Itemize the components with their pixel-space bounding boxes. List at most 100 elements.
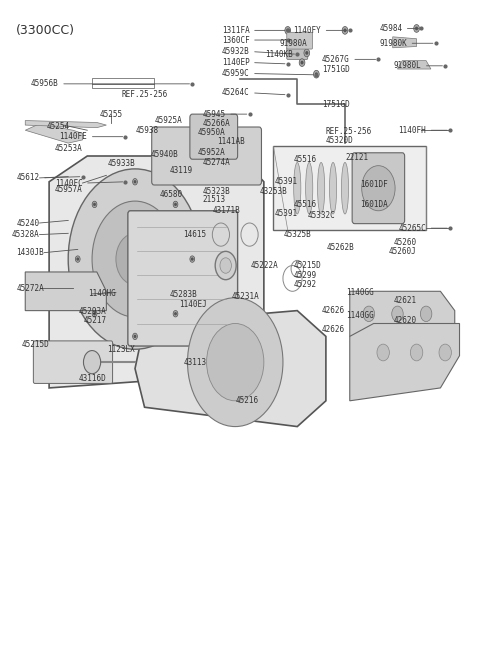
Ellipse shape: [318, 162, 324, 214]
Bar: [92, 78, 154, 88]
Text: 45231A: 45231A: [231, 292, 259, 301]
Ellipse shape: [294, 162, 301, 214]
Ellipse shape: [329, 162, 336, 214]
Text: 21513: 21513: [203, 195, 226, 204]
Circle shape: [132, 333, 137, 340]
Text: 45274A: 45274A: [203, 158, 230, 167]
Polygon shape: [49, 156, 264, 388]
Text: REF.25-256: REF.25-256: [121, 91, 168, 99]
Text: 43116D: 43116D: [79, 374, 107, 383]
Text: 43171B: 43171B: [212, 206, 240, 215]
Text: 45265C: 45265C: [398, 224, 426, 233]
Text: 45266A: 45266A: [203, 119, 230, 128]
Text: 45612: 45612: [16, 173, 39, 182]
Ellipse shape: [341, 162, 348, 214]
Circle shape: [92, 201, 97, 208]
Text: 45952A: 45952A: [198, 148, 226, 157]
Text: 1140HG: 1140HG: [88, 289, 116, 298]
Text: 1140FH: 1140FH: [398, 126, 426, 135]
Text: 42626: 42626: [322, 325, 345, 334]
Circle shape: [416, 27, 418, 30]
FancyBboxPatch shape: [287, 32, 312, 49]
Text: 1140EP: 1140EP: [222, 58, 250, 67]
Text: 45272A: 45272A: [17, 283, 44, 292]
Text: 1360CF: 1360CF: [222, 36, 250, 45]
Text: 45940B: 45940B: [150, 149, 178, 159]
Text: 45260: 45260: [394, 239, 417, 247]
Text: 45391: 45391: [274, 177, 297, 186]
Circle shape: [188, 298, 283, 426]
Circle shape: [94, 313, 95, 314]
Circle shape: [84, 351, 101, 374]
Text: 42621: 42621: [394, 296, 417, 305]
Text: 45984: 45984: [379, 24, 402, 33]
Circle shape: [175, 313, 176, 314]
Text: 45293A: 45293A: [79, 307, 107, 316]
FancyBboxPatch shape: [190, 114, 238, 159]
Text: 45260J: 45260J: [389, 247, 417, 256]
Text: 45950A: 45950A: [198, 127, 226, 137]
Text: 1140GG: 1140GG: [346, 288, 373, 297]
Text: 45391: 45391: [274, 210, 297, 219]
Circle shape: [75, 256, 80, 262]
Text: 45254: 45254: [47, 122, 70, 131]
Circle shape: [134, 181, 136, 182]
Text: 45933B: 45933B: [107, 159, 135, 168]
Text: 91980L: 91980L: [394, 61, 421, 71]
Circle shape: [377, 344, 389, 361]
Circle shape: [285, 27, 290, 34]
Text: 14615: 14615: [183, 230, 206, 239]
FancyBboxPatch shape: [287, 47, 308, 60]
Circle shape: [173, 201, 178, 208]
Text: 45328A: 45328A: [12, 230, 39, 239]
Text: 45323B: 45323B: [203, 187, 230, 196]
Text: 45216: 45216: [236, 397, 259, 405]
Circle shape: [287, 29, 288, 32]
Text: 45262B: 45262B: [327, 243, 355, 252]
Text: 1123LX: 1123LX: [107, 345, 135, 354]
Circle shape: [439, 344, 451, 361]
Circle shape: [299, 59, 305, 67]
Polygon shape: [397, 61, 431, 69]
FancyBboxPatch shape: [128, 211, 238, 346]
Text: 1141AB: 1141AB: [217, 137, 245, 146]
Circle shape: [414, 25, 420, 32]
Circle shape: [94, 203, 95, 205]
Text: 45332C: 45332C: [308, 212, 336, 221]
Polygon shape: [350, 324, 459, 400]
Polygon shape: [25, 272, 107, 311]
Text: 45959C: 45959C: [222, 69, 250, 78]
Text: 45932B: 45932B: [222, 47, 250, 56]
Text: 1140GG: 1140GG: [346, 311, 373, 320]
Text: 45925A: 45925A: [155, 116, 183, 125]
Polygon shape: [25, 120, 107, 127]
Text: 45264C: 45264C: [222, 89, 250, 97]
Circle shape: [342, 27, 348, 34]
Circle shape: [392, 306, 403, 322]
Text: 1601DF: 1601DF: [360, 181, 388, 190]
Text: 45222A: 45222A: [251, 261, 278, 270]
Text: 45267G: 45267G: [322, 55, 350, 64]
Text: 1751GD: 1751GD: [322, 65, 350, 74]
Circle shape: [134, 335, 136, 337]
FancyBboxPatch shape: [352, 153, 405, 224]
Text: (3300CC): (3300CC): [16, 24, 75, 37]
Text: 1751GD: 1751GD: [322, 100, 350, 109]
Circle shape: [77, 258, 78, 260]
Text: 45253A: 45253A: [54, 144, 82, 153]
Circle shape: [420, 306, 432, 322]
Ellipse shape: [306, 162, 313, 214]
Text: 45325B: 45325B: [284, 230, 312, 239]
Circle shape: [190, 256, 195, 262]
Text: 45938: 45938: [136, 126, 159, 135]
Circle shape: [315, 73, 317, 75]
Bar: [274, 146, 426, 230]
Text: 43119: 43119: [169, 166, 192, 175]
Circle shape: [116, 234, 154, 285]
Circle shape: [220, 258, 231, 273]
Text: 46580: 46580: [160, 190, 183, 199]
Text: 45320D: 45320D: [326, 136, 354, 145]
Text: 45215D: 45215D: [22, 340, 49, 349]
Text: 45957A: 45957A: [55, 185, 83, 194]
Polygon shape: [393, 37, 417, 48]
